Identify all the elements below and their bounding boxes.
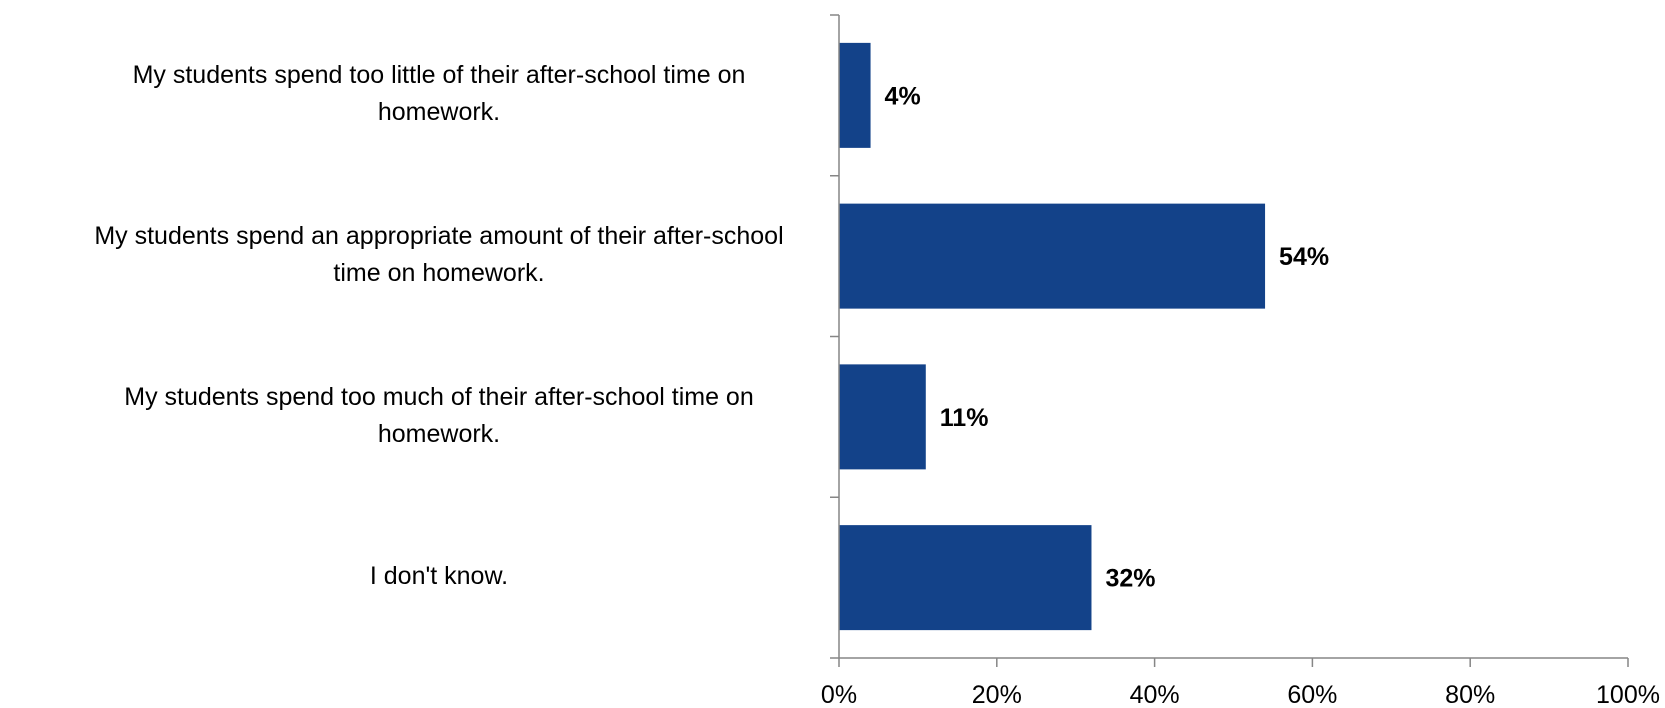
category-label-line: time on homework. — [333, 259, 545, 288]
x-tick-label-3: 40% — [1130, 681, 1180, 708]
bar-4 — [839, 525, 1092, 631]
category-label-3: My students spend too much of their afte… — [69, 379, 809, 453]
category-label-line: My students spend an appropriate amount … — [94, 222, 784, 251]
category-label-1: My students spend too little of their af… — [69, 57, 809, 131]
data-label-4: 32% — [1105, 565, 1155, 593]
x-tick-label-5: 80% — [1445, 681, 1495, 708]
category-label-4: I don't know. — [69, 558, 809, 595]
data-label-3: 11% — [940, 404, 989, 432]
x-tick-label-6: 100% — [1596, 681, 1660, 708]
x-tick-label-4: 60% — [1287, 681, 1337, 708]
x-tick-label-1: 0% — [821, 681, 857, 708]
category-label-line: I don't know. — [369, 562, 509, 591]
data-label-1: 4% — [885, 82, 921, 110]
data-label-2: 54% — [1279, 243, 1329, 271]
data-labels: 4% 54% 11% 32% — [885, 82, 1330, 592]
category-label-line: homework. — [377, 419, 501, 448]
bar-2 — [839, 203, 1266, 309]
bars-group — [839, 42, 1266, 631]
category-label-line: My students spend too much of their afte… — [124, 382, 754, 411]
category-label-2: My students spend an appropriate amount … — [69, 218, 809, 292]
category-label-line: My students spend too little of their af… — [132, 61, 746, 90]
x-tick-labels: 0% 20% 40% 60% 80% 100% — [821, 681, 1660, 708]
axes-group — [830, 14, 1629, 667]
category-label-line: homework. — [377, 98, 501, 127]
x-tick-label-2: 20% — [972, 681, 1022, 708]
bar-3 — [839, 364, 926, 470]
bar-1 — [839, 42, 871, 148]
